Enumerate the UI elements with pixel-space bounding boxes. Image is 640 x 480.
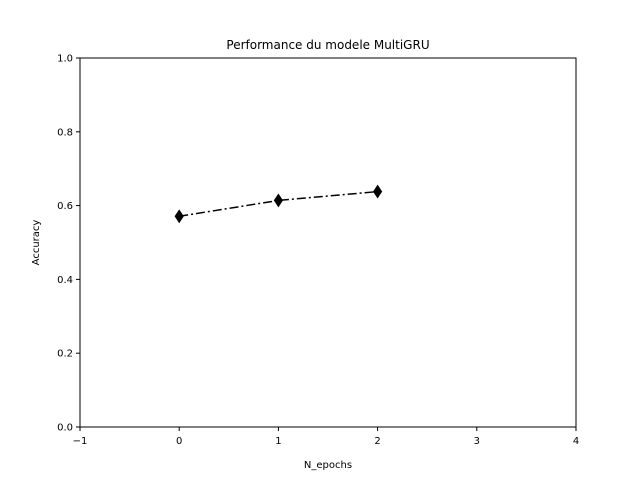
y-tick-label: 0.0 (57, 423, 73, 434)
data-point-marker (174, 209, 184, 224)
series-line (179, 190, 378, 218)
x-tick-label: 3 (474, 436, 480, 447)
x-tick-label: −1 (73, 436, 88, 447)
y-axis-ticks: 0.0 0.2 0.4 0.6 0.8 1.0 (57, 54, 80, 434)
y-tick-label: 0.8 (57, 127, 73, 138)
chart-title: Performance du modele MultiGRU (226, 38, 429, 52)
x-tick-label: 4 (573, 436, 579, 447)
plot-frame (79, 57, 577, 428)
y-tick-label: 0.6 (57, 201, 73, 212)
y-tick-label: 0.4 (57, 275, 73, 286)
x-tick-label: 0 (176, 436, 182, 447)
x-axis-ticks: −1 0 1 2 3 4 (73, 427, 579, 447)
data-point-marker (273, 193, 284, 208)
y-tick-label: 1.0 (57, 54, 73, 65)
data-point-marker (372, 184, 383, 199)
x-tick-label: 2 (374, 436, 380, 447)
y-axis-label: Accuracy (31, 220, 42, 266)
x-axis-label: N_epochs (304, 460, 352, 471)
y-tick-label: 0.2 (57, 349, 73, 360)
x-tick-label: 1 (275, 436, 281, 447)
plot-area (174, 184, 383, 224)
